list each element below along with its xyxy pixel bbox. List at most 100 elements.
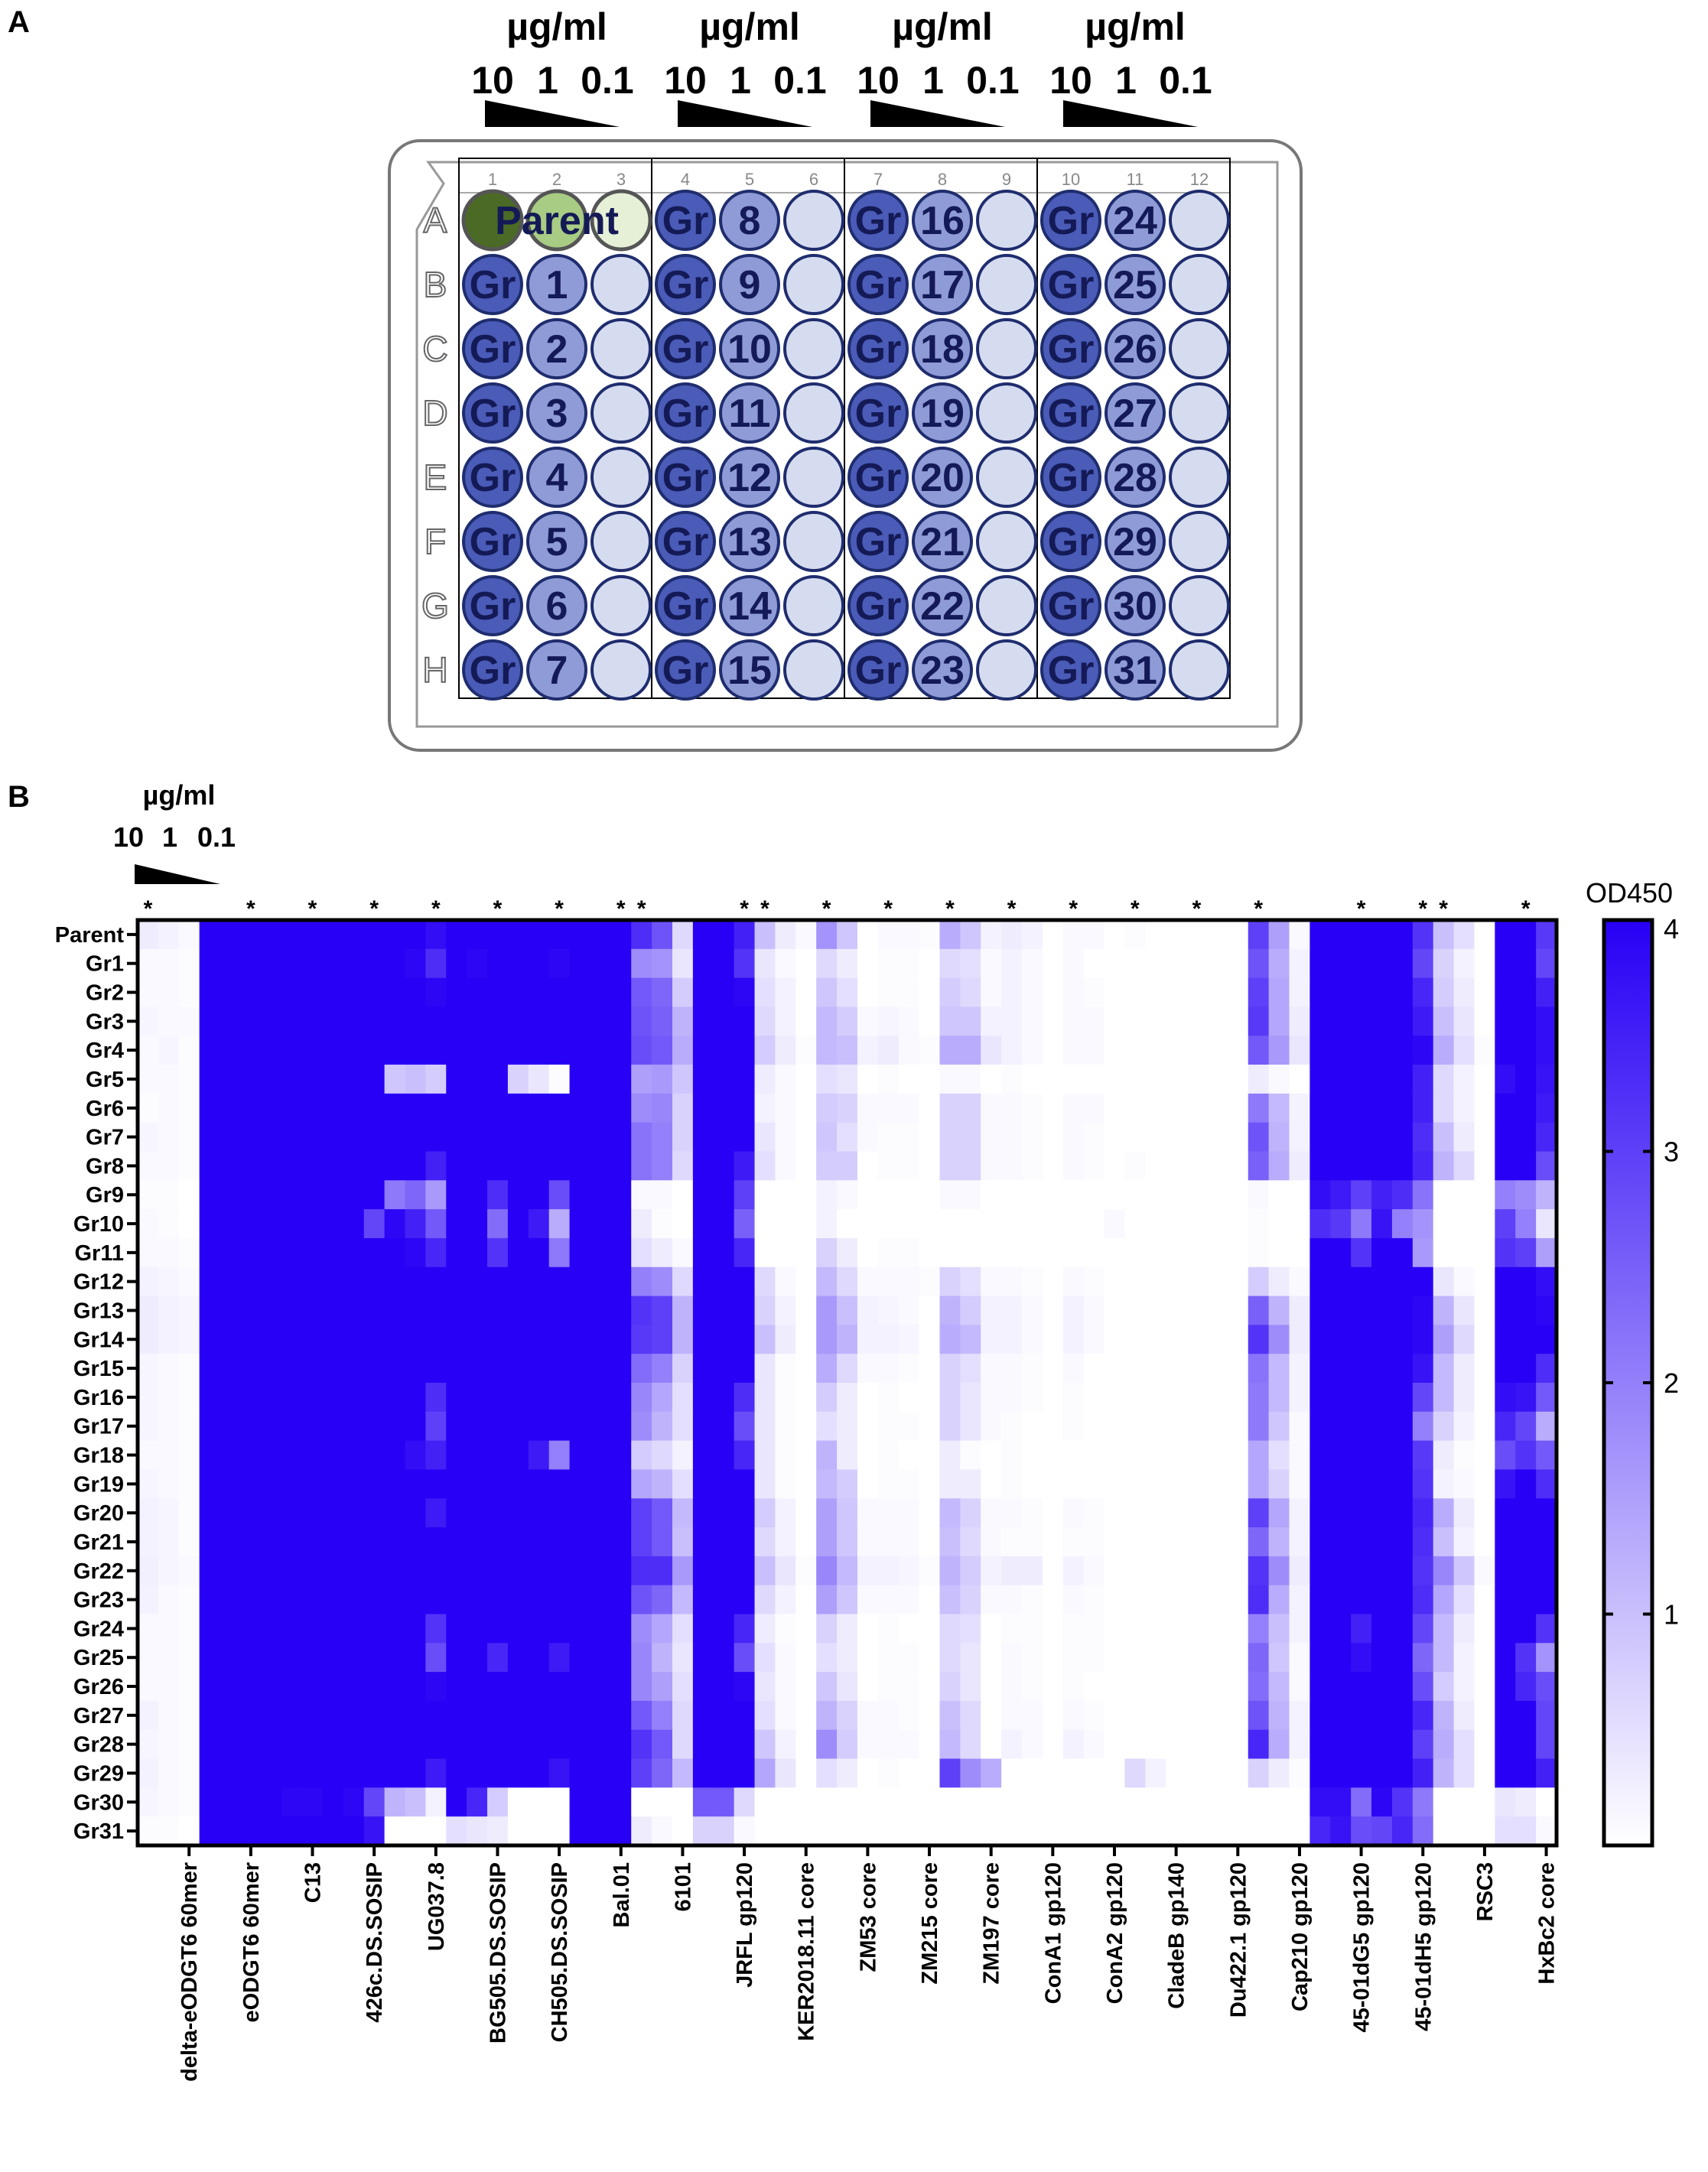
heatmap-cell	[199, 1469, 221, 1499]
heatmap-cell	[590, 1758, 611, 1788]
heatmap-cell	[1474, 1440, 1495, 1471]
well-label-prefix: Gr	[470, 520, 516, 564]
heatmap-cell	[960, 1296, 981, 1325]
heatmap-cell	[734, 1614, 756, 1644]
concentration-label: 10	[471, 59, 514, 102]
heatmap-cell	[405, 1585, 426, 1615]
heatmap-cell	[240, 1036, 262, 1065]
heatmap-cell	[240, 1151, 262, 1181]
heatmap-cell	[795, 977, 817, 1008]
heatmap-cell	[528, 1036, 550, 1065]
heatmap-cell	[1309, 1325, 1331, 1354]
heatmap-cell	[1145, 1383, 1166, 1413]
heatmap-cell	[1330, 1758, 1352, 1788]
heatmap-cell	[960, 1065, 981, 1094]
heatmap-cell	[302, 1787, 324, 1817]
row-label: Gr22	[73, 1559, 124, 1584]
dilution-triangle	[485, 100, 620, 127]
heatmap-cell	[837, 1006, 858, 1036]
heatmap-cell	[1206, 1556, 1228, 1586]
heatmap-cell	[1145, 1469, 1166, 1499]
heatmap-cell	[775, 1180, 796, 1210]
heatmap-cell	[837, 1383, 858, 1413]
heatmap-cell	[1351, 1498, 1372, 1528]
heatmap-cell	[343, 1469, 365, 1499]
heatmap-cell	[487, 1816, 509, 1846]
heatmap-cell	[775, 1383, 796, 1413]
heatmap-cell	[1474, 1266, 1495, 1297]
heatmap-cell	[507, 1006, 529, 1036]
well	[655, 639, 716, 701]
heatmap-cell	[960, 1266, 981, 1297]
well-label-prefix: Gr	[662, 584, 709, 629]
heatmap-cell	[672, 1585, 694, 1615]
heatmap-cell	[1268, 1585, 1290, 1615]
heatmap-cell	[528, 920, 550, 950]
well-label-number: 2	[546, 327, 568, 372]
heatmap-cell	[487, 1266, 509, 1297]
heatmap-cell	[652, 1585, 673, 1615]
heatmap-cell	[837, 977, 858, 1008]
heatmap-cell	[405, 1411, 426, 1442]
heatmap-cell	[158, 1354, 180, 1384]
heatmap-cell	[158, 1065, 180, 1094]
heatmap-cell	[610, 1093, 632, 1123]
heatmap-cell	[590, 1180, 611, 1210]
heatmap-cell	[302, 1151, 324, 1181]
heatmap-cell	[507, 920, 529, 950]
heatmap-cell	[672, 1469, 694, 1499]
heatmap-cell	[939, 1614, 961, 1644]
heatmap-cell	[1062, 977, 1085, 1008]
heatmap-cell	[1536, 1816, 1557, 1846]
heatmap-cell	[405, 1354, 426, 1384]
heatmap-cell	[1227, 1180, 1249, 1210]
heatmap-cell	[1062, 1758, 1085, 1788]
heatmap-cell	[1371, 977, 1393, 1008]
heatmap-cell	[795, 1093, 817, 1123]
heatmap-cell	[1536, 1325, 1557, 1354]
heatmap-cell	[548, 1700, 571, 1731]
well	[912, 382, 973, 444]
heatmap-cell	[857, 1122, 879, 1153]
well	[912, 190, 973, 251]
heatmap-cell	[775, 1065, 796, 1094]
heatmap-cell	[199, 1296, 221, 1325]
heatmap-cell	[281, 1787, 303, 1817]
heatmap-cell	[1515, 1758, 1537, 1788]
heatmap-cell	[1351, 1816, 1372, 1846]
heatmap-cell	[1309, 948, 1331, 979]
heatmap-cell	[1166, 1469, 1187, 1499]
heatmap-cell	[713, 1151, 735, 1181]
heatmap-cell	[1145, 920, 1166, 950]
heatmap-cell	[1042, 1672, 1064, 1702]
heatmap-cell	[1227, 1036, 1249, 1065]
heatmap-cell	[1166, 1498, 1187, 1528]
heatmap-cell	[425, 1209, 447, 1239]
heatmap-cell	[1453, 920, 1475, 950]
heatmap-cell	[857, 1643, 879, 1673]
heatmap-cell	[795, 1440, 817, 1471]
heatmap-cell	[1536, 1122, 1557, 1153]
heatmap-cell	[446, 1440, 467, 1471]
heatmap-cell	[1412, 1411, 1434, 1442]
heatmap-cell	[919, 1643, 941, 1673]
heatmap-cell	[220, 1006, 242, 1036]
heatmap-cell	[1124, 1383, 1146, 1413]
heatmap-cell	[1474, 1758, 1495, 1788]
plate-row-letter: C	[422, 329, 447, 369]
heatmap-cell	[652, 1180, 673, 1210]
heatmap-cell	[261, 1469, 282, 1499]
heatmap-cell	[261, 1151, 282, 1181]
heatmap-cell	[1001, 1498, 1023, 1528]
heatmap-cell	[775, 1556, 796, 1586]
heatmap-cell	[816, 1498, 838, 1528]
heatmap-cell	[1412, 1614, 1434, 1644]
heatmap-cell	[1145, 1729, 1166, 1760]
heatmap-cells	[138, 920, 1557, 1846]
heatmap-cell	[1351, 1383, 1372, 1413]
well-label-parent: Parent	[495, 199, 619, 243]
heatmap-cell	[281, 1296, 303, 1325]
well	[976, 511, 1037, 572]
heatmap-cell	[569, 1643, 591, 1673]
heatmap-cell	[1248, 1036, 1270, 1065]
